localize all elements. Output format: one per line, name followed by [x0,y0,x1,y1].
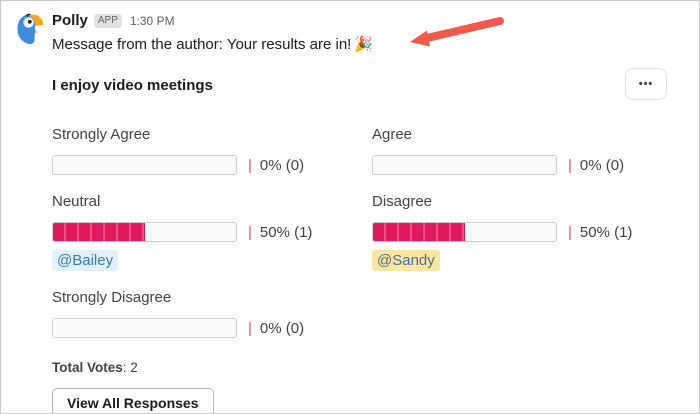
voter-mention[interactable]: @Sandy [372,250,440,271]
total-votes-value: 2 [130,360,138,375]
polly-parrot-icon [13,11,49,47]
poll-option-bar-row: | 0% (0) [52,318,352,338]
poll-option: Agree | 0% (0) [372,126,672,175]
message-content: Polly APP 1:30 PM Message from the autho… [52,11,683,413]
poll-option-label: Strongly Agree [52,126,151,143]
bar-separator: | [248,223,252,241]
poll-option-bar-row: | 0% (0) [372,155,672,175]
voter-mention[interactable]: @Bailey [52,250,119,271]
poll-option-bar-row: | 50% (1) [52,222,352,242]
polly-app-avatar[interactable] [13,11,49,47]
progress-bar-track [52,222,237,242]
bar-separator: | [568,223,572,241]
app-badge: APP [93,13,122,28]
progress-bar-fill [53,223,145,241]
poll-option-percentage: 0% (0) [259,156,305,174]
poll-option-bar-row: | 50% (1) [372,222,672,242]
view-all-responses-button[interactable]: View All Responses [52,388,214,413]
poll-option-label: Neutral [52,193,101,210]
poll-option-label: Strongly Disagree [52,289,172,306]
poll-title: I enjoy video meetings [52,77,213,94]
total-votes-label: Total Votes [52,360,123,375]
total-votes: Total Votes: 2 [52,360,138,375]
more-options-button[interactable]: ••• [625,68,667,100]
progress-bar-track [52,318,237,338]
poll-option-percentage: 50% (1) [259,223,313,241]
progress-bar-track [372,222,557,242]
bar-separator: | [248,319,252,337]
message-text: Message from the author: Your results ar… [52,35,683,55]
bar-separator: | [248,156,252,174]
poll-option-percentage: 0% (0) [259,319,305,337]
progress-bar-fill [373,223,465,241]
progress-bar-track [52,155,237,175]
poll-option: Strongly Disagree | 0% (0) [52,289,352,338]
message-timestamp[interactable]: 1:30 PM [129,13,175,28]
poll-option-percentage: 50% (1) [579,223,633,241]
sender-name[interactable]: Polly [52,12,88,29]
poll-option: Disagree | 50% (1) @Sandy [372,193,672,271]
poll-option-label: Agree [372,126,413,143]
poll-option-percentage: 0% (0) [579,156,625,174]
party-popper-emoji: 🎉 [354,36,374,53]
bar-separator: | [568,156,572,174]
options-grid: Strongly Agree | 0% (0) Agree | 0% (0) N… [52,126,667,356]
poll-attachment: I enjoy video meetings ••• Strongly Agre… [52,68,683,413]
progress-bar-track [372,155,557,175]
message-header: Polly APP 1:30 PM [52,11,683,30]
poll-option: Strongly Agree | 0% (0) [52,126,352,175]
poll-option: Neutral | 50% (1) @Bailey [52,193,352,271]
poll-option-bar-row: | 0% (0) [52,155,352,175]
poll-option-label: Disagree [372,193,433,210]
message-text-body: Message from the author: Your results ar… [52,36,352,53]
poll-header: I enjoy video meetings ••• [52,68,667,100]
